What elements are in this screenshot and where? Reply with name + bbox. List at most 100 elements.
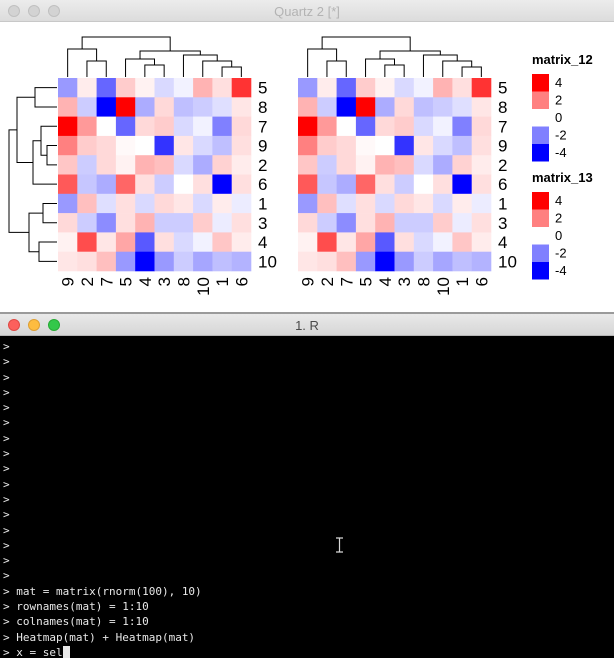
heatmap-cell — [336, 174, 357, 195]
terminal-window[interactable]: 1. R > > > > > > > > > > > > > > > > > m… — [0, 314, 614, 658]
quartz-window-title: Quartz 2 [*] — [274, 4, 340, 19]
heatmap-cell — [115, 193, 136, 214]
heatmap-cell — [471, 232, 492, 252]
legend-label: -2 — [555, 128, 567, 143]
column-label: 9 — [59, 277, 78, 286]
column-label: 6 — [472, 277, 491, 286]
heatmap-cell — [193, 213, 213, 233]
row-label: 2 — [258, 156, 267, 175]
heatmap-cell — [452, 193, 472, 214]
heatmap-cell — [433, 78, 453, 98]
row-label: 7 — [498, 117, 507, 136]
terminal-line-text: mat = matrix(rnorm(100), 10) — [16, 584, 202, 598]
heatmap-cell — [193, 174, 213, 195]
terminal-titlebar[interactable]: 1. R — [0, 314, 614, 336]
terminal-line: > — [3, 507, 611, 522]
zoom-button[interactable] — [48, 319, 60, 331]
heatmap-cell — [452, 213, 472, 233]
prompt-symbol: > — [3, 355, 17, 369]
heatmap-cell — [355, 174, 376, 195]
heatmap-cell — [58, 193, 78, 214]
heatmap-cell — [231, 193, 252, 214]
heatmap-cell — [77, 97, 97, 117]
terminal-line: > — [3, 477, 611, 492]
row-dendrogram-branch — [28, 212, 43, 253]
row-label: 8 — [498, 98, 507, 117]
heatmap-cell — [173, 78, 194, 98]
heatmap-cell — [413, 135, 434, 156]
heatmap-cell — [96, 251, 117, 272]
legend-label: 4 — [555, 75, 562, 90]
heatmap-cell — [231, 97, 252, 117]
heatmap-cell — [317, 251, 337, 272]
heatmap-cell — [336, 155, 357, 175]
heatmap-cell — [231, 232, 252, 252]
terminal-cursor — [62, 645, 70, 658]
prompt-symbol: > — [3, 630, 17, 644]
heatmap-cell — [413, 78, 434, 98]
heatmap-cell — [231, 174, 252, 195]
column-dendrogram-branch — [307, 48, 338, 77]
quartz-titlebar[interactable]: Quartz 2 [*] — [0, 0, 614, 22]
heatmap-cell — [231, 116, 252, 137]
heatmap-cell — [193, 193, 213, 214]
heatmap-cell — [212, 78, 232, 98]
terminal-line: > — [3, 370, 611, 385]
heatmap-cell — [433, 213, 453, 233]
heatmap-cell — [336, 116, 357, 137]
terminal-line: > — [3, 553, 611, 568]
legend-swatch — [532, 109, 549, 127]
heatmap-cell — [212, 251, 232, 272]
heatmap-cell — [394, 251, 415, 272]
row-label: 6 — [498, 175, 507, 194]
column-label: 3 — [155, 277, 174, 286]
heatmap-cell — [212, 116, 232, 137]
row-label: 8 — [258, 98, 267, 117]
heatmap-cell — [452, 116, 472, 137]
heatmap-cell — [317, 232, 337, 252]
close-button[interactable] — [8, 5, 20, 17]
heatmap-cell — [317, 213, 337, 233]
heatmap-cell — [135, 155, 155, 175]
column-dendrogram-branch — [81, 36, 171, 51]
heatmap-cell — [433, 174, 453, 195]
minimize-button[interactable] — [28, 319, 40, 331]
heatmap-cell — [452, 155, 472, 175]
heatmap-cell — [154, 135, 175, 156]
row-label: 6 — [258, 175, 267, 194]
column-dendrogram-branch — [182, 54, 218, 77]
heatmap-cell — [173, 135, 194, 156]
column-dendrogram-branch — [422, 54, 458, 77]
heatmap-cell — [173, 174, 194, 195]
heatmap-cell — [96, 135, 117, 156]
heatmap-cell — [394, 232, 415, 252]
close-button[interactable] — [8, 319, 20, 331]
terminal-line-text: x = sel — [16, 645, 63, 658]
row-dendrogram-branch — [38, 241, 57, 262]
column-label: 7 — [337, 277, 356, 286]
heatmap-cell — [471, 213, 492, 233]
heatmap-cell — [212, 155, 232, 175]
terminal-line: > — [3, 431, 611, 446]
prompt-symbol: > — [3, 569, 17, 583]
quartz-window: Quartz 2 [*] 5 8 7 9 2 6 1 3 4 10 9 2 7 5 4 3 8 10 1 6 5 8 7 9 2… — [0, 0, 614, 312]
heatmap-cell — [317, 135, 337, 156]
prompt-symbol: > — [3, 416, 17, 430]
column-dendrogram-branch — [365, 58, 395, 77]
heatmap-cell — [317, 155, 337, 175]
heatmap-cell — [355, 155, 376, 175]
heatmap-cell — [212, 232, 232, 252]
heatmap-cell — [355, 135, 376, 156]
zoom-button[interactable] — [48, 5, 60, 17]
terminal-line: > — [3, 385, 611, 400]
heatmap-cell — [212, 135, 232, 156]
minimize-button[interactable] — [28, 5, 40, 17]
heatmap-cell — [193, 97, 213, 117]
terminal-output[interactable]: > > > > > > > > > > > > > > > > > mat = … — [3, 339, 611, 658]
heatmap-cell — [298, 193, 318, 214]
heatmap-cell — [452, 232, 472, 252]
heatmap-cell — [375, 135, 395, 156]
heatmap-cell — [231, 213, 252, 233]
column-label: 10 — [434, 277, 453, 296]
heatmap-cell — [58, 251, 78, 272]
